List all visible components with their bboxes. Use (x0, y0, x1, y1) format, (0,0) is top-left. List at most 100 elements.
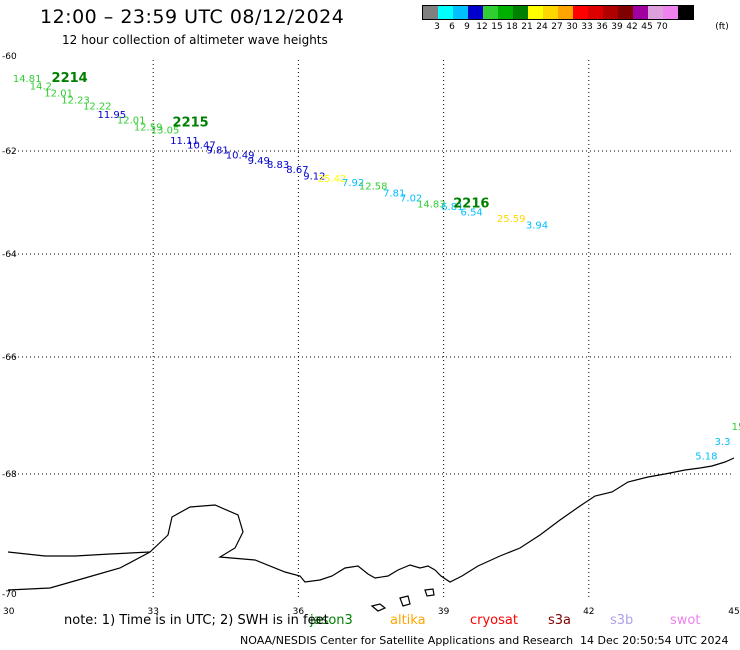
wave-height-label: 25.59 (497, 214, 526, 225)
color-legend: 3 6 9 12 15 18 21 24 27 30 33 36 39 42 45 70 (ft) (422, 5, 729, 34)
footnote: note: 1) Time is in UTC; 2) SWH is in fe… (64, 613, 329, 628)
timestamp-text: 14 Dec 20:50:54 UTC 2024 (580, 634, 729, 647)
wave-height-label: 3.94 (526, 220, 548, 231)
lon-tick-label: 42 (583, 607, 594, 617)
wave-height-label: 11.95 (98, 110, 127, 121)
legend-swatch (588, 6, 603, 19)
wave-height-label: 12.59 (134, 123, 163, 134)
wave-height-label: 15 (732, 422, 740, 433)
satellite-label-jason3: jason3 (310, 613, 353, 628)
satellite-label-cryosat: cryosat (470, 613, 518, 628)
lat-tick-label: -70 (2, 590, 17, 600)
wave-height-label: 14.83 (417, 200, 446, 211)
antarctic-coastline (7, 457, 735, 591)
lat-tick-label: -66 (2, 353, 17, 363)
wave-height-label: 7.81 (383, 188, 405, 199)
ice-islet-1 (370, 603, 387, 612)
legend-tick-label: 21 (521, 22, 533, 32)
legend-unit-label: (ft) (715, 22, 729, 32)
legend-swatch (498, 6, 513, 19)
legend-swatch (483, 6, 498, 19)
legend-swatch (648, 6, 663, 19)
legend-tick-label: 39 (611, 22, 623, 32)
wave-height-label: 12.23 (61, 96, 90, 107)
lon-tick-label: 45 (728, 607, 739, 617)
axis-tick-labels: 30 33 36 39 42 45 -60 -62 -64 -66 -68 -70 (2, 52, 740, 617)
legend-tick-label: 36 (596, 22, 608, 32)
lon-tick-label: 33 (147, 607, 158, 617)
wave-height-label: 25.42 (318, 174, 347, 185)
graticule (10, 60, 734, 600)
lat-tick-label: -64 (2, 250, 17, 260)
wave-height-label: 8.67 (286, 165, 308, 176)
page-subtitle: 12 hour collection of altimeter wave hei… (62, 33, 328, 47)
satellite-label-swot: swot (670, 613, 701, 628)
wave-height-labels: 14.8114.212.0112.2312.2211.9512.0112.591… (13, 71, 740, 462)
coastline (7, 457, 735, 612)
wave-height-label: 12.58 (359, 182, 388, 193)
satellite-label-s3b: s3b (610, 613, 634, 628)
page-title: 12:00 – 23:59 UTC 08/12/2024 (40, 6, 345, 28)
wave-height-label: 7.02 (400, 193, 422, 204)
legend-swatch (663, 6, 678, 19)
credit-text: NOAA/NESDIS Center for Satellite Applica… (240, 634, 574, 647)
legend-swatch (558, 6, 573, 19)
legend-swatch (528, 6, 543, 19)
wave-height-label: 9.49 (248, 156, 270, 167)
legend-swatch (543, 6, 558, 19)
legend-tick-label: 33 (581, 22, 593, 32)
lon-tick-label: 30 (3, 607, 15, 617)
wave-height-label: 6.81 (441, 202, 463, 213)
legend-swatch (453, 6, 468, 19)
legend-tick-label: 70 (656, 22, 668, 32)
legend-swatch (603, 6, 618, 19)
legend-color-bar (422, 5, 694, 20)
legend-tick-label: 45 (641, 22, 653, 32)
legend-tick-label: 24 (536, 22, 548, 32)
legend-swatch (618, 6, 633, 19)
legend-tick-label: 12 (476, 22, 488, 32)
legend-swatch (468, 6, 483, 19)
orbit-number-label: 2214 (52, 71, 88, 86)
wave-height-label: 3.3 (715, 437, 731, 448)
wave-height-label: 11.11 (170, 136, 199, 147)
satellite-legend: jason3 altika cryosat s3a s3b swot (0, 613, 740, 631)
legend-labels: 3 6 9 12 15 18 21 24 27 30 33 36 39 42 45 70 (ft) (422, 20, 729, 34)
wave-height-label: 7.92 (342, 178, 364, 189)
legend-tick-label: 3 (434, 22, 440, 32)
legend-swatch (513, 6, 528, 19)
legend-tick-label: 27 (551, 22, 563, 32)
ice-islet-2 (399, 595, 411, 607)
wave-height-label: 13.05 (151, 125, 180, 136)
legend-swatch (678, 6, 693, 19)
legend-swatch (423, 6, 438, 19)
ice-islet-3 (424, 588, 435, 597)
legend-swatch (573, 6, 588, 19)
wave-height-label: 10.47 (187, 141, 216, 152)
lat-tick-label: -68 (2, 470, 17, 480)
legend-tick-label: 9 (464, 22, 470, 32)
wave-height-label: 14.81 (13, 74, 42, 85)
orbit-number-label: 2215 (173, 115, 209, 130)
satellite-label-altika: altika (390, 613, 426, 628)
wave-height-label: 9.12 (303, 171, 325, 182)
legend-swatch (438, 6, 453, 19)
lon-tick-label: 36 (293, 607, 305, 617)
wave-height-label: 9.81 (206, 146, 228, 157)
legend-tick-label: 18 (506, 22, 518, 32)
legend-swatch (633, 6, 648, 19)
wave-height-label: 12.01 (44, 88, 73, 99)
wave-height-label: 12.22 (83, 102, 112, 113)
wave-height-label: 5.18 (695, 451, 717, 462)
wave-height-label: 8.83 (267, 160, 289, 171)
lon-tick-label: 39 (438, 607, 450, 617)
wave-height-label: 14.2 (30, 81, 52, 92)
legend-tick-label: 42 (626, 22, 638, 32)
lat-tick-label: -62 (2, 147, 17, 157)
orbit-number-label: 2216 (453, 197, 489, 212)
legend-tick-label: 30 (566, 22, 578, 32)
wave-height-label: 12.01 (117, 115, 146, 126)
satellite-label-s3a: s3a (548, 613, 572, 628)
wave-height-label: 10.49 (226, 151, 255, 162)
